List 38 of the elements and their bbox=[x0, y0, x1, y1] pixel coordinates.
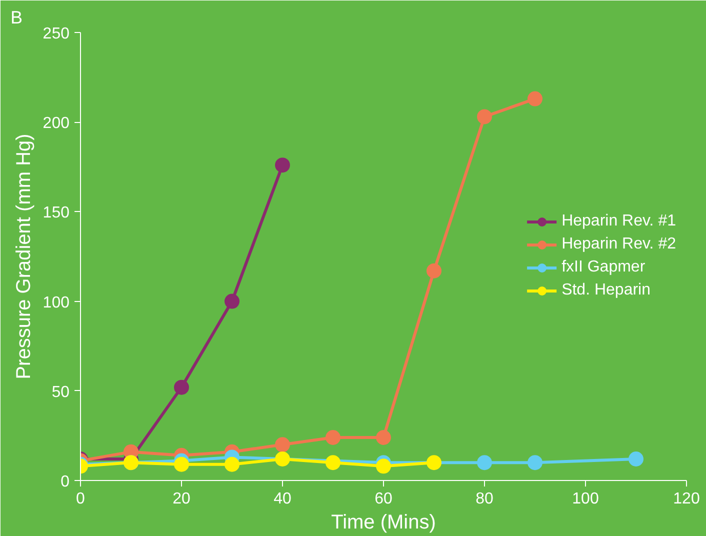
point bbox=[628, 452, 644, 466]
x-tick-label: 100 bbox=[572, 490, 599, 508]
y-tick-label: 200 bbox=[42, 115, 70, 132]
point bbox=[224, 456, 240, 472]
point bbox=[376, 458, 391, 474]
x-tick-label: 0 bbox=[76, 490, 86, 508]
x-tick-label: 40 bbox=[274, 490, 292, 508]
y-tick-label: 250 bbox=[42, 26, 70, 42]
x-tick-label: 20 bbox=[172, 490, 190, 508]
legend-label: Heparin Rev. #1 bbox=[562, 212, 676, 230]
point bbox=[376, 430, 391, 445]
legend-label: Heparin Rev. #2 bbox=[562, 236, 676, 254]
x-tick-label: 60 bbox=[374, 490, 392, 508]
text: B bbox=[10, 8, 23, 28]
point bbox=[174, 456, 189, 472]
y-tick-label: 150 bbox=[42, 204, 70, 222]
x-axis-title: Time (Mins) bbox=[331, 512, 436, 534]
point bbox=[224, 294, 240, 309]
point bbox=[326, 455, 340, 470]
x-tick-label: 120 bbox=[673, 490, 700, 508]
y-tick-label: 50 bbox=[52, 384, 70, 401]
point bbox=[326, 430, 340, 445]
point bbox=[477, 109, 492, 124]
point bbox=[528, 91, 542, 106]
legend-label: fxII Gapmer bbox=[562, 258, 646, 276]
y-tick-label: 0 bbox=[60, 474, 70, 490]
y-axis-title: Pressure Gradient (mm Hg) bbox=[12, 134, 35, 380]
point bbox=[275, 452, 290, 466]
point bbox=[426, 263, 442, 278]
point bbox=[528, 455, 542, 470]
x-tick-label: 80 bbox=[476, 490, 494, 508]
point bbox=[174, 380, 189, 395]
point bbox=[275, 437, 290, 452]
y-tick-label: 100 bbox=[42, 294, 70, 312]
point bbox=[477, 455, 492, 470]
point bbox=[426, 455, 442, 470]
point bbox=[275, 158, 290, 173]
legend-label: Std. Heparin bbox=[562, 282, 650, 300]
